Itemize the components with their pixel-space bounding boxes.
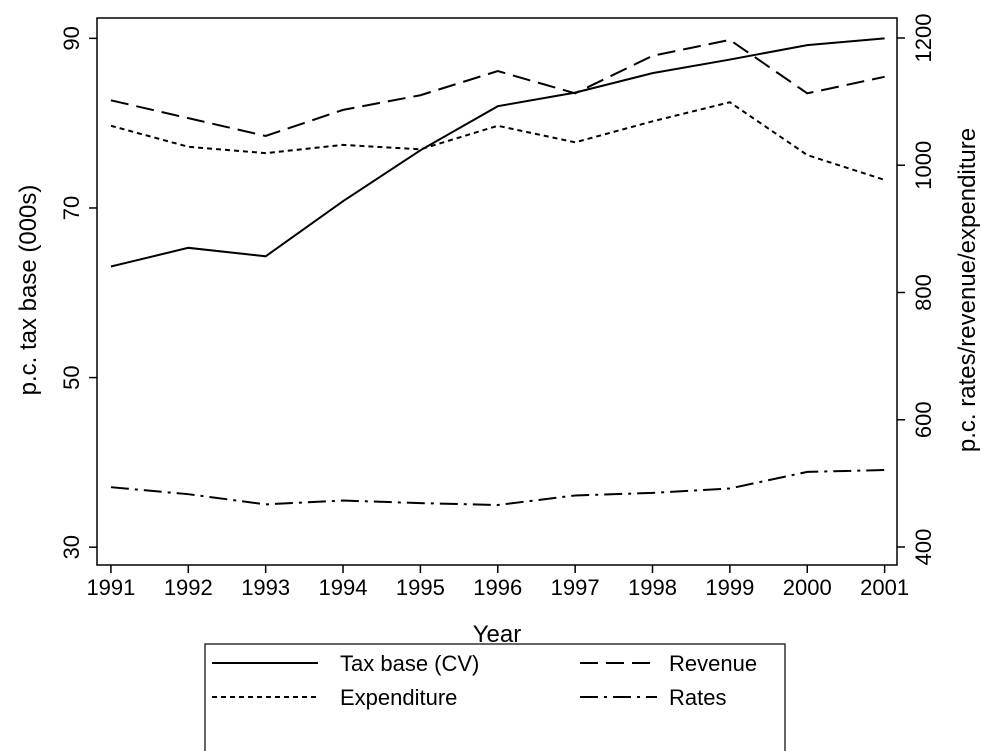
y2-tick-label: 800: [911, 274, 936, 311]
x-tick-label: 1994: [319, 575, 368, 600]
legend-label: Expenditure: [340, 685, 457, 710]
x-tick-label: 2000: [783, 575, 832, 600]
legend-label: Tax base (CV): [340, 651, 479, 676]
y-tick-label: 70: [59, 196, 84, 220]
x-tick-label: 1997: [551, 575, 600, 600]
y-tick-label: 50: [59, 365, 84, 389]
x-tick-label: 1998: [628, 575, 677, 600]
legend-label: Rates: [669, 685, 726, 710]
y2-tick-label: 1000: [911, 141, 936, 190]
x-tick-label: 1992: [164, 575, 213, 600]
series-line: [110, 37, 885, 268]
y2-axis-label: p.c. rates/revenue/expenditure: [954, 128, 981, 452]
x-tick-label: 1993: [241, 575, 290, 600]
series-line: [110, 469, 885, 507]
x-tick-label: 2001: [860, 575, 909, 600]
series-line: [110, 38, 885, 138]
x-tick-label: 1996: [473, 575, 522, 600]
legend-label: Revenue: [669, 651, 757, 676]
y-tick-label: 30: [59, 535, 84, 559]
y2-tick-label: 600: [911, 401, 936, 438]
x-tick-label: 1991: [86, 575, 135, 600]
y-axis-label: p.c. tax base (000s): [15, 185, 42, 396]
series-line: [110, 101, 885, 181]
plot-frame: [96, 17, 898, 566]
x-tick-label: 1995: [396, 575, 445, 600]
y2-tick-label: 1200: [911, 14, 936, 63]
legend-box: [204, 643, 786, 751]
x-tick-label: 1999: [705, 575, 754, 600]
y-tick-label: 90: [59, 26, 84, 50]
y2-tick-label: 400: [911, 529, 936, 566]
